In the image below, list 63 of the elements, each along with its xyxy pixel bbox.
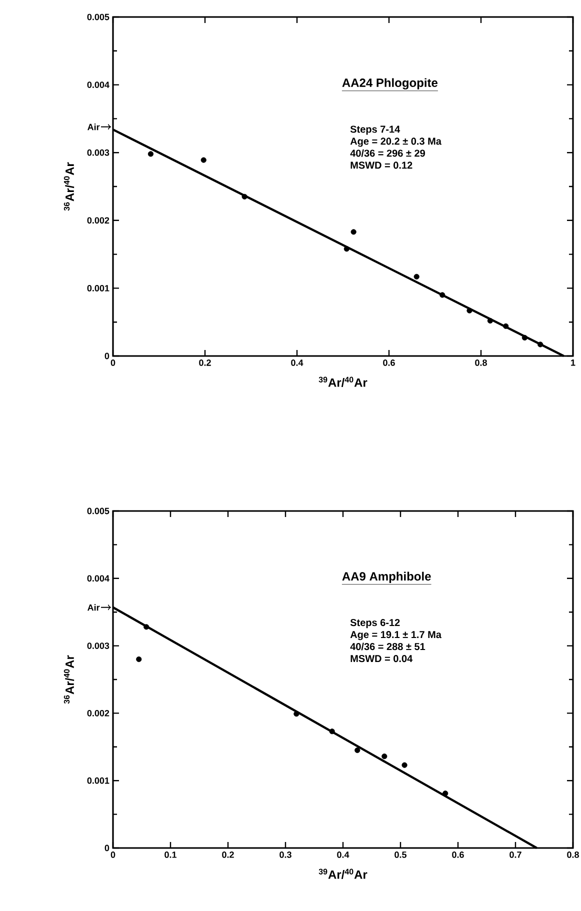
- point: [442, 790, 448, 796]
- x-tick-label: 0.5: [394, 852, 406, 858]
- annotation: Age = 20.2 ± 0.3 Ma: [350, 138, 442, 147]
- x-tick-label: 0: [110, 360, 116, 366]
- y-tick-label: 0.003: [87, 149, 110, 156]
- x-tick-label: 0.8: [567, 852, 579, 858]
- y-axis-title: $^{36}$Ar/$^{40}$Ar: [64, 655, 74, 704]
- text: AA9 Amphibole: [342, 572, 431, 583]
- point: [242, 194, 248, 200]
- x-tick-label: 0.6: [452, 852, 464, 858]
- point: [344, 246, 350, 252]
- y-tick-label: 0.002: [87, 217, 110, 224]
- point: [402, 762, 408, 768]
- x-tick-label: 0.4: [291, 360, 304, 366]
- point: [329, 728, 335, 734]
- x-tick-label: 0.8: [475, 360, 487, 366]
- point: [200, 157, 206, 163]
- y-tick-label: 0.003: [87, 642, 110, 649]
- point: [538, 342, 544, 348]
- y-tick-label: 0.005: [87, 508, 110, 514]
- annotation: MSWD = 0.12: [350, 162, 412, 169]
- annotation: 40/36 = 288 ± 51: [350, 642, 426, 650]
- annotation: Age = 19.1 ± 1.7 Ma: [350, 631, 442, 640]
- x-tick-label: 0: [110, 852, 116, 858]
- point: [382, 754, 388, 760]
- point: [503, 323, 509, 329]
- annotation: Air: [88, 124, 100, 130]
- y-tick-label: 0: [104, 844, 110, 852]
- point: [414, 274, 420, 280]
- x-tick-label: 1: [571, 360, 576, 366]
- y-tick-label: 0.001: [87, 285, 110, 292]
- x-tick-label: 0.7: [510, 852, 522, 858]
- y-tick-label: 0.001: [87, 777, 110, 784]
- point: [148, 151, 154, 157]
- annotation: Air: [88, 604, 100, 611]
- y-tick-label: 0.004: [87, 575, 110, 582]
- annotation: MSWD = 0.04: [350, 655, 413, 662]
- annotation: Steps 6-12: [350, 619, 400, 628]
- x-tick-label: 0.2: [199, 360, 211, 366]
- y-tick-label: 0: [104, 352, 110, 360]
- y-tick-label: 0.002: [87, 710, 110, 716]
- x-axis-title: $^{39}$Ar/$^{40}$Ar: [318, 868, 368, 879]
- point: [354, 747, 360, 754]
- x-axis-title: $^{39}$Ar/$^{40}$Ar: [318, 376, 368, 387]
- y-tick-label: 0.004: [87, 82, 110, 88]
- point: [440, 292, 446, 298]
- point: [350, 229, 356, 235]
- x-tick-label: 0.2: [222, 852, 234, 858]
- x-tick-label: 0.3: [280, 852, 292, 858]
- point: [144, 624, 150, 630]
- point: [487, 318, 493, 324]
- point: [294, 711, 300, 717]
- text: AA24 Phlogopite: [342, 78, 438, 90]
- point: [522, 334, 528, 340]
- y-axis-title: $^{36}$Ar/$^{40}$Ar: [64, 162, 74, 211]
- x-tick-label: 0.1: [164, 852, 176, 858]
- annotation: 40/36 = 296 ± 29: [350, 149, 425, 157]
- point: [136, 656, 142, 662]
- annotation: Steps 7-14: [350, 126, 400, 135]
- x-tick-label: 0.6: [383, 360, 395, 366]
- x-tick-label: 0.4: [337, 852, 350, 858]
- y-tick-label: 0.005: [87, 14, 110, 20]
- point: [466, 308, 472, 314]
